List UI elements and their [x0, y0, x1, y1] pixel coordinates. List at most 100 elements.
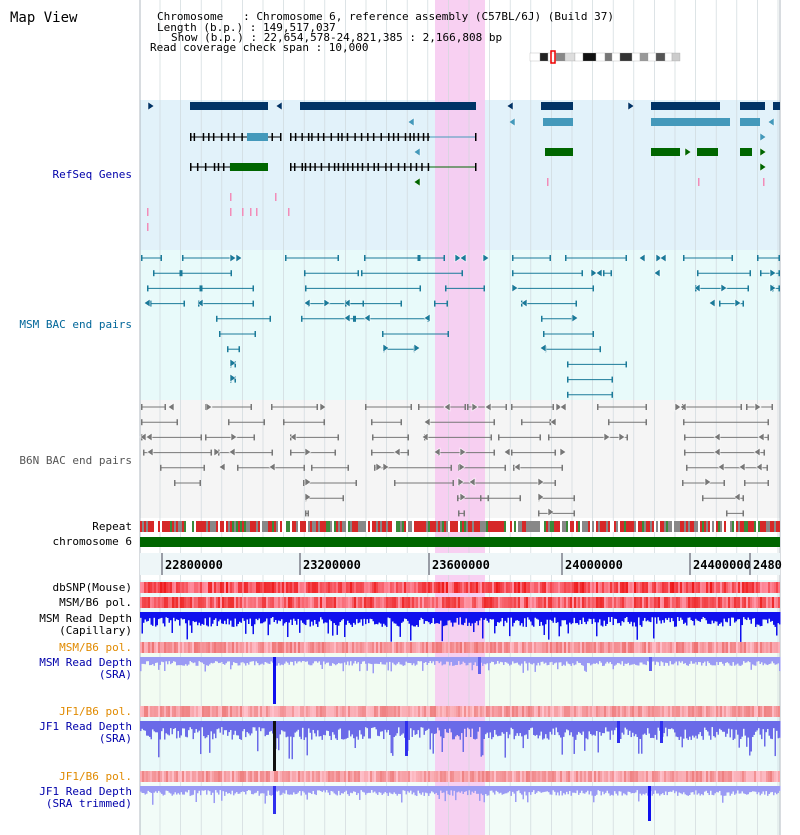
ideogram-band [631, 52, 641, 62]
pol-segment [252, 706, 254, 717]
pol-segment [344, 706, 346, 717]
label-dbsnp[interactable]: dbSNP(Mouse) [52, 581, 132, 594]
depth-bar [392, 657, 394, 663]
depth-bar [330, 612, 332, 622]
pol-segment [188, 597, 190, 608]
pol-segment [524, 642, 526, 653]
pol-segment [418, 597, 420, 608]
pol-segment [454, 597, 456, 608]
pol-segment [198, 642, 200, 653]
label-jf1-depth-trimmed[interactable]: JF1 Read Depth (SRA trimmed) [39, 785, 132, 810]
bac-end [254, 331, 256, 337]
label-msm-bac[interactable]: MSM BAC end pairs [19, 318, 132, 331]
depth-bar [596, 657, 598, 663]
pol-segment [428, 771, 430, 782]
pol-segment [634, 706, 636, 717]
dbsnp-segment [656, 582, 658, 593]
depth-bar [168, 786, 170, 793]
repeat-segment [170, 521, 172, 532]
pol-segment [648, 706, 650, 717]
depth-bar [489, 612, 491, 619]
gene-exon [397, 163, 400, 171]
depth-bar [609, 721, 611, 740]
pol-segment [584, 771, 586, 782]
depth-bar [269, 612, 271, 625]
depth-bar [338, 786, 340, 791]
depth-bar [615, 612, 617, 620]
repeat-segment [442, 521, 444, 532]
pol-segment [452, 642, 454, 653]
pol-segment [728, 706, 730, 717]
pol-segment [274, 706, 276, 717]
pol-segment [534, 771, 536, 782]
depth-bar [774, 786, 776, 793]
dbsnp-segment [772, 582, 774, 593]
depth-bar [603, 612, 605, 621]
repeat-segment [468, 521, 470, 532]
label-jf1-depth-sra[interactable]: JF1 Read Depth (SRA) [39, 720, 132, 745]
pol-segment [648, 771, 650, 782]
bac-end [394, 480, 396, 486]
pol-segment [734, 706, 736, 717]
pol-segment [648, 597, 650, 608]
pol-segment [732, 706, 734, 717]
pol-segment [480, 597, 482, 608]
pol-segment [738, 642, 740, 653]
pol-segment [170, 771, 172, 782]
pol-segment [352, 771, 354, 782]
depth-bar [582, 721, 584, 732]
label-jf1-b6-pol[interactable]: JF1/B6 pol. [59, 705, 132, 718]
pol-segment [146, 771, 148, 782]
label-b6n-bac[interactable]: B6N BAC end pairs [19, 454, 132, 467]
pol-segment [558, 771, 560, 782]
repeat-segment [758, 521, 760, 532]
depth-bar [557, 657, 559, 670]
pol-segment [206, 597, 208, 608]
label-chromosome[interactable]: chromosome 6 [52, 535, 132, 548]
pol-segment [250, 706, 252, 717]
depth-bar [216, 721, 218, 730]
pol-segment [552, 706, 554, 717]
depth-bar [729, 612, 731, 626]
pol-segment [594, 642, 596, 653]
pol-segment [768, 642, 770, 653]
depth-bar [641, 612, 643, 627]
depth-bar [633, 657, 635, 664]
depth-bar [201, 657, 203, 663]
depth-bar [432, 657, 434, 662]
pol-segment [748, 642, 750, 653]
label-refseq-genes[interactable]: RefSeq Genes [52, 168, 132, 181]
depth-bar [641, 657, 643, 663]
pol-segment [238, 706, 240, 717]
depth-bar [419, 612, 421, 621]
depth-bar [279, 721, 281, 735]
label-repeat[interactable]: Repeat [92, 520, 132, 533]
pol-segment [232, 642, 234, 653]
pol-segment [440, 597, 442, 608]
label-msm-b6-pol-2[interactable]: MSM/B6 pol. [59, 641, 132, 654]
label-msm-depth-capillary[interactable]: MSM Read Depth (Capillary) [39, 612, 132, 637]
label-msm-depth-sra[interactable]: MSM Read Depth (SRA) [39, 656, 132, 681]
pol-segment [448, 597, 450, 608]
depth-bar [663, 612, 665, 623]
pol-segment [140, 642, 142, 653]
dbsnp-segment [184, 582, 186, 593]
depth-bar [648, 721, 650, 734]
dbsnp-segment [684, 582, 686, 593]
label-msm-b6-pol[interactable]: MSM/B6 pol. [59, 596, 132, 609]
pol-segment [518, 597, 520, 608]
dbsnp-segment [762, 582, 764, 593]
bac-end [371, 419, 373, 426]
depth-bar [423, 786, 425, 796]
depth-bar [423, 721, 425, 735]
depth-bar [654, 786, 656, 791]
pol-segment [158, 642, 160, 653]
depth-bar [573, 721, 575, 754]
pol-segment [330, 597, 332, 608]
depth-bar [596, 721, 598, 732]
dbsnp-segment [284, 582, 286, 593]
label-jf1-b6-pol-2[interactable]: JF1/B6 pol. [59, 770, 132, 783]
bac-end-arrow [413, 343, 421, 353]
bac-end [543, 331, 545, 337]
